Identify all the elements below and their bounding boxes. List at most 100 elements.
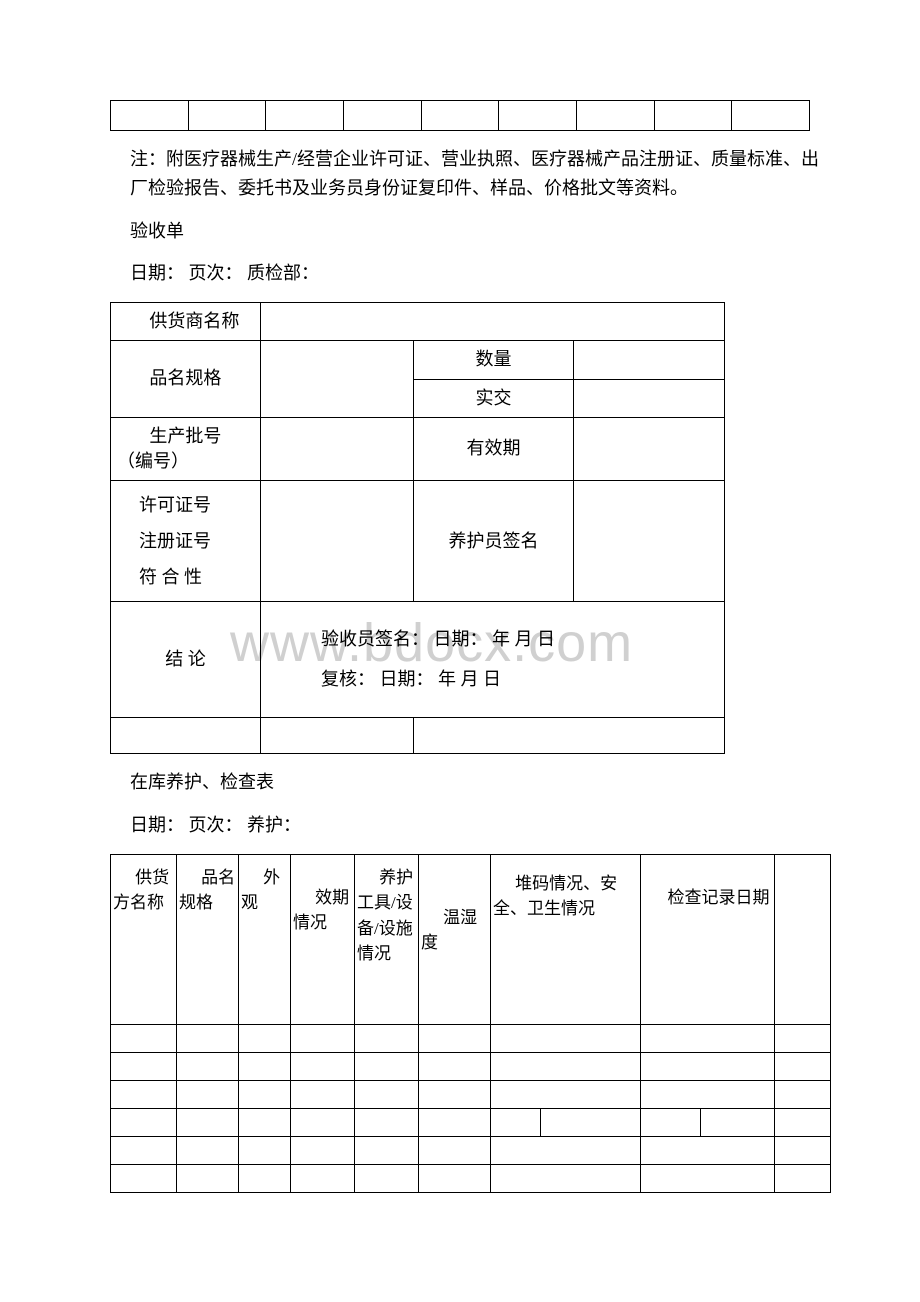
table-cell (419, 1136, 491, 1164)
top-cell (266, 101, 344, 131)
table-cell (541, 1108, 641, 1136)
table-cell (419, 1164, 491, 1192)
table-cell (239, 1024, 291, 1052)
table-cell (291, 1108, 355, 1136)
table-cell (111, 1052, 177, 1080)
table-cell (355, 1052, 419, 1080)
table-cell (491, 1052, 641, 1080)
table-cell (775, 1080, 831, 1108)
table-cell (291, 1136, 355, 1164)
value-expiry (574, 417, 725, 480)
inspect-table: 供货方名称 品名规格 外观 效期情况 养护工具/设备/设施情况 温湿度 堆码情况… (110, 854, 831, 1193)
bottom-cell (414, 718, 725, 754)
col-expiry: 效期情况 (291, 854, 355, 1024)
label-batch: 生产批号（编号） (111, 417, 261, 480)
table-cell (291, 1052, 355, 1080)
table-cell (177, 1136, 239, 1164)
label-supplier: 供货商名称 (111, 303, 261, 341)
table-cell (239, 1108, 291, 1136)
value-supplier (261, 303, 725, 341)
col-appearance: 外观 (239, 854, 291, 1024)
table-cell (775, 1024, 831, 1052)
col-spec: 品名规格 (177, 854, 239, 1024)
table-cell (177, 1080, 239, 1108)
table-cell (641, 1108, 701, 1136)
table-cell (111, 1136, 177, 1164)
label-registration: 注册证号 (139, 531, 211, 551)
table-cell (641, 1164, 775, 1192)
top-cell (499, 101, 577, 131)
col-humidity: 温湿度 (419, 854, 491, 1024)
value-nurse-sign (574, 481, 725, 602)
label-actual: 实交 (414, 379, 574, 417)
top-cell (188, 101, 266, 131)
table-cell (491, 1108, 541, 1136)
table-cell (491, 1164, 641, 1192)
label-expiry: 有效期 (414, 417, 574, 480)
label-nurse-sign: 养护员签名 (414, 481, 574, 602)
table-cell (419, 1052, 491, 1080)
table-cell (701, 1108, 775, 1136)
top-cell (421, 101, 499, 131)
table-cell (239, 1080, 291, 1108)
table-cell (111, 1080, 177, 1108)
conclusion-content: 验收员签名： 日期： 年 月 日 复核： 日期： 年 月 日 (261, 602, 725, 718)
table-cell (775, 1108, 831, 1136)
table-cell (641, 1024, 775, 1052)
table-cell (491, 1024, 641, 1052)
table-cell (291, 1024, 355, 1052)
top-cell (654, 101, 732, 131)
top-cell (732, 101, 810, 131)
col-stacking: 堆码情况、安全、卫生情况 (491, 854, 641, 1024)
table-cell (239, 1052, 291, 1080)
label-license-group: 许可证号 注册证号 符 合 性 (111, 481, 261, 602)
table-cell (355, 1024, 419, 1052)
inspect-title: 在库养护、检查表 (130, 768, 820, 797)
table-cell (177, 1052, 239, 1080)
table-cell (641, 1052, 775, 1080)
table-cell (641, 1080, 775, 1108)
acceptance-title: 验收单 (130, 217, 820, 246)
table-cell (775, 1136, 831, 1164)
col-blank (775, 854, 831, 1024)
top-empty-table (110, 100, 810, 131)
bottom-cell (261, 718, 414, 754)
sign-line: 验收员签名： 日期： 年 月 日 (321, 629, 555, 649)
col-equipment: 养护工具/设备/设施情况 (355, 854, 419, 1024)
table-cell (775, 1164, 831, 1192)
label-spec: 品名规格 (111, 341, 261, 417)
top-cell (111, 101, 189, 131)
label-quantity: 数量 (414, 341, 574, 379)
table-cell (111, 1024, 177, 1052)
col-record-date: 检查记录日期 (641, 854, 775, 1024)
table-cell (419, 1080, 491, 1108)
label-compliance: 符 合 性 (139, 567, 202, 587)
review-line: 复核： 日期： 年 月 日 (321, 669, 501, 689)
inspect-header-line: 日期： 页次： 养护： (130, 811, 820, 840)
table-cell (355, 1080, 419, 1108)
table-cell (177, 1024, 239, 1052)
value-actual (574, 379, 725, 417)
acceptance-header-line: 日期： 页次： 质检部： (130, 259, 820, 288)
acceptance-table: 供货商名称 品名规格 数量 实交 生产批号（编号） 有效期 许可证号 注册证号 … (110, 302, 725, 754)
table-cell (239, 1164, 291, 1192)
value-batch (261, 417, 414, 480)
content-layer: 注：附医疗器械生产/经营企业许可证、营业执照、医疗器械产品注册证、质量标准、出厂… (100, 100, 820, 1193)
table-cell (641, 1136, 775, 1164)
value-spec (261, 341, 414, 417)
top-cell (576, 101, 654, 131)
table-cell (355, 1136, 419, 1164)
label-license: 许可证号 (139, 495, 211, 515)
label-conclusion: 结 论 (111, 602, 261, 718)
table-cell (291, 1164, 355, 1192)
table-cell (239, 1136, 291, 1164)
value-quantity (574, 341, 725, 379)
table-cell (419, 1108, 491, 1136)
table-cell (491, 1080, 641, 1108)
table-cell (177, 1164, 239, 1192)
table-cell (291, 1080, 355, 1108)
table-cell (111, 1164, 177, 1192)
table-cell (355, 1164, 419, 1192)
top-cell (343, 101, 421, 131)
note-text: 注：附医疗器械生产/经营企业许可证、营业执照、医疗器械产品注册证、质量标准、出厂… (130, 145, 820, 203)
